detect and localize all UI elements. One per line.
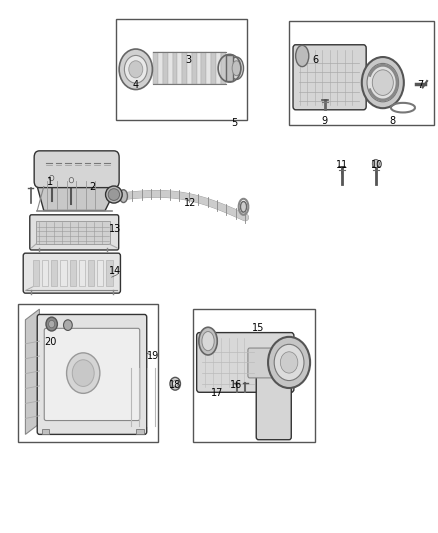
- Text: 1: 1: [47, 177, 53, 187]
- Circle shape: [170, 377, 180, 390]
- FancyBboxPatch shape: [293, 45, 366, 110]
- Text: 16: 16: [230, 380, 243, 390]
- Bar: [193, 309, 315, 442]
- Circle shape: [119, 49, 152, 90]
- Polygon shape: [37, 176, 112, 211]
- Circle shape: [49, 320, 55, 328]
- Circle shape: [46, 317, 57, 331]
- Ellipse shape: [120, 190, 127, 203]
- Circle shape: [268, 337, 310, 388]
- Ellipse shape: [199, 327, 217, 355]
- Text: 20: 20: [44, 337, 57, 347]
- Bar: [116, 19, 247, 120]
- Text: 9: 9: [321, 116, 327, 126]
- Circle shape: [274, 344, 304, 381]
- Ellipse shape: [202, 332, 214, 351]
- FancyBboxPatch shape: [23, 253, 120, 293]
- Circle shape: [372, 70, 393, 95]
- Text: 2: 2: [89, 182, 95, 191]
- Circle shape: [173, 381, 178, 387]
- Bar: [289, 21, 434, 125]
- Ellipse shape: [106, 186, 122, 203]
- Circle shape: [67, 353, 100, 393]
- Circle shape: [49, 175, 54, 181]
- Text: 18: 18: [169, 380, 181, 390]
- Circle shape: [280, 352, 298, 373]
- Circle shape: [129, 61, 143, 78]
- Text: 14: 14: [109, 266, 121, 276]
- Text: 17: 17: [211, 389, 223, 398]
- Ellipse shape: [296, 45, 309, 67]
- Polygon shape: [25, 309, 39, 434]
- FancyBboxPatch shape: [248, 348, 289, 378]
- Bar: [136, 429, 144, 434]
- FancyBboxPatch shape: [44, 328, 140, 421]
- Text: 12: 12: [184, 198, 197, 207]
- Text: 19: 19: [147, 351, 159, 360]
- Text: 6: 6: [312, 55, 318, 64]
- Text: 13: 13: [109, 224, 121, 234]
- FancyBboxPatch shape: [30, 215, 119, 250]
- FancyBboxPatch shape: [37, 314, 147, 434]
- Ellipse shape: [108, 189, 120, 200]
- FancyBboxPatch shape: [256, 376, 291, 440]
- Bar: [36, 221, 110, 244]
- Ellipse shape: [240, 201, 247, 212]
- Text: 5: 5: [231, 118, 237, 127]
- Circle shape: [64, 320, 72, 330]
- Circle shape: [362, 57, 404, 108]
- Circle shape: [372, 159, 379, 168]
- Text: 7: 7: [417, 80, 424, 90]
- Text: 15: 15: [252, 323, 265, 333]
- Bar: [226, 55, 233, 81]
- Text: 10: 10: [371, 160, 383, 170]
- FancyBboxPatch shape: [34, 151, 119, 188]
- Bar: [18, 304, 158, 442]
- Text: 3: 3: [185, 55, 191, 64]
- Bar: [42, 429, 49, 434]
- Text: 11: 11: [336, 160, 348, 170]
- Text: 8: 8: [389, 116, 395, 126]
- Ellipse shape: [232, 61, 241, 76]
- FancyBboxPatch shape: [197, 333, 294, 392]
- Circle shape: [124, 55, 147, 83]
- Circle shape: [367, 63, 399, 102]
- Circle shape: [69, 177, 74, 183]
- Ellipse shape: [230, 57, 244, 79]
- Text: 4: 4: [133, 80, 139, 90]
- Circle shape: [72, 360, 94, 386]
